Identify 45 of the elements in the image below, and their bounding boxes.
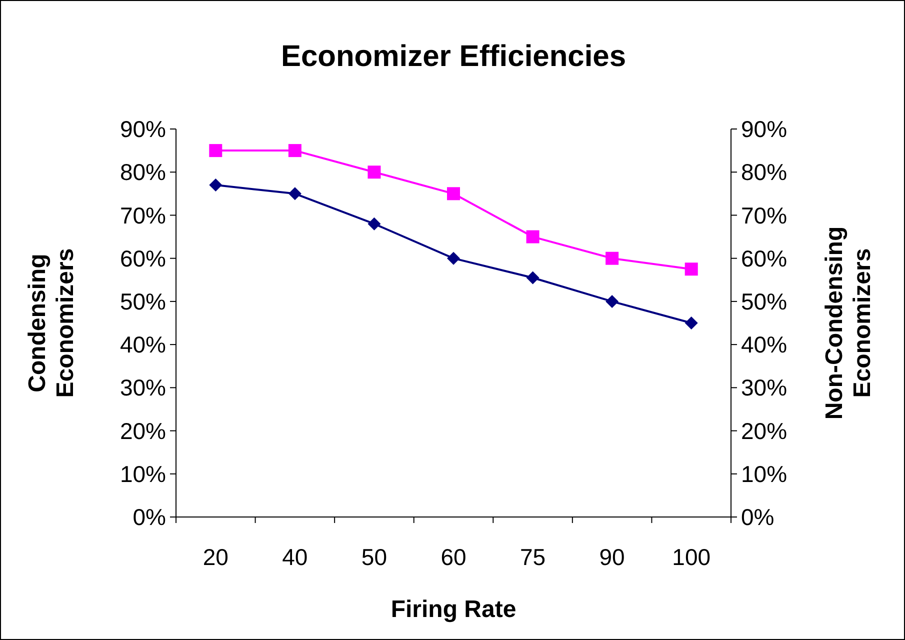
point bbox=[288, 144, 302, 158]
y2-tick-label: 60% bbox=[741, 245, 788, 272]
y-tick-label: 70% bbox=[120, 202, 166, 228]
point bbox=[209, 144, 222, 158]
y-tick-label: 90% bbox=[120, 116, 166, 142]
y-tick-label: 10% bbox=[120, 460, 166, 487]
point bbox=[368, 166, 381, 179]
y-tick-label: 0% bbox=[132, 504, 166, 530]
point bbox=[684, 262, 698, 276]
y-tick-label: 50% bbox=[120, 288, 166, 314]
point bbox=[368, 217, 381, 230]
point bbox=[209, 178, 222, 192]
x-tick-label: 40 bbox=[282, 544, 308, 570]
point bbox=[526, 271, 540, 284]
y2-tick-label: 0% bbox=[741, 504, 774, 530]
point bbox=[606, 294, 619, 308]
point bbox=[606, 252, 619, 265]
y2-tick-label: 70% bbox=[741, 202, 788, 228]
y-axis-title: Condensing Economizers bbox=[24, 248, 79, 398]
point bbox=[684, 316, 698, 330]
y2-axis-title: Non-Condensing Economizers bbox=[821, 226, 876, 420]
y2-tick-label: 90% bbox=[741, 116, 788, 142]
x-tick-label: 75 bbox=[520, 544, 546, 570]
point bbox=[526, 230, 540, 244]
x-axis-title: Firing Rate bbox=[390, 596, 516, 623]
y-tick-label: 40% bbox=[120, 332, 166, 358]
x-tick-label: 50 bbox=[361, 544, 388, 570]
y2-tick-label: 30% bbox=[741, 374, 788, 401]
y-tick-label: 30% bbox=[120, 374, 166, 401]
x-tick-label: 100 bbox=[672, 544, 711, 570]
chart-title: Economizer Efficiencies bbox=[280, 40, 626, 73]
point bbox=[447, 187, 460, 200]
y2-tick-label: 40% bbox=[741, 332, 788, 358]
y2-tick-label: 80% bbox=[741, 159, 788, 186]
point bbox=[447, 252, 460, 265]
y-tick-label: 80% bbox=[120, 159, 166, 186]
y2-tick-label: 20% bbox=[741, 418, 788, 444]
x-tick-label: 90 bbox=[599, 544, 625, 570]
y2-tick-label: 10% bbox=[741, 460, 788, 487]
y-tick-label: 60% bbox=[120, 245, 166, 272]
x-tick-label: 60 bbox=[440, 544, 466, 570]
x-tick-label: 20 bbox=[202, 544, 228, 570]
y2-tick-label: 50% bbox=[741, 288, 788, 314]
y-tick-label: 20% bbox=[120, 418, 166, 444]
point bbox=[288, 187, 302, 200]
